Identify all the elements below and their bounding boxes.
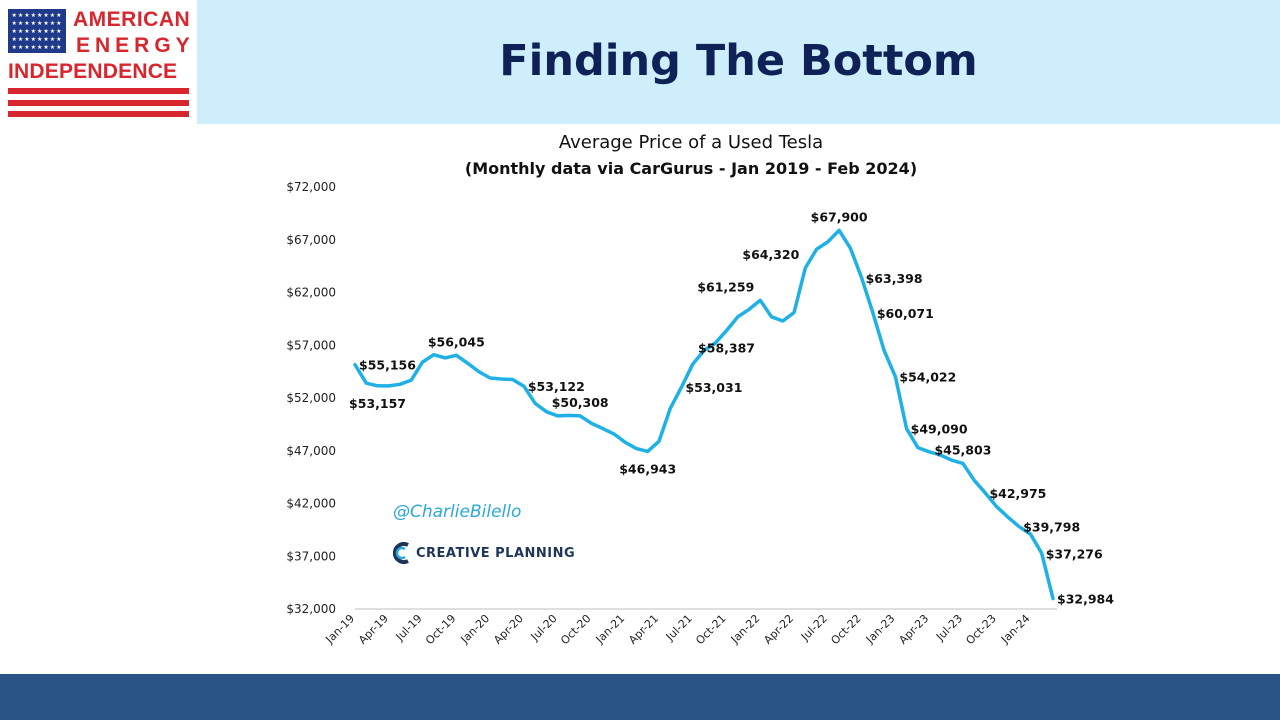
- logo-stripe: [8, 88, 189, 94]
- x-tick-label: Jan-23: [863, 612, 898, 647]
- slide-title: Finding The Bottom: [499, 36, 978, 86]
- data-label: $54,022: [899, 370, 956, 385]
- series-line: [353, 228, 1055, 601]
- data-label: $45,803: [934, 442, 991, 457]
- data-label: $53,122: [528, 379, 585, 394]
- x-tick-label: Apr-23: [896, 612, 931, 647]
- x-tick-label: Jul-22: [798, 612, 830, 644]
- header-band: [197, 0, 1280, 124]
- data-label: $56,045: [428, 334, 485, 349]
- x-tick-label: Jul-23: [933, 612, 965, 644]
- american-energy-independence-logo: ★★★★★★★★ ★★★★★★★★ ★★★★★★★★ ★★★★★★★★ ★★★★…: [0, 0, 197, 124]
- logo-word-independence: INDEPENDENCE: [8, 60, 178, 83]
- data-label: $55,156: [359, 358, 416, 373]
- data-label: $63,398: [866, 271, 923, 286]
- x-tick-label: Apr-19: [356, 612, 391, 647]
- data-label: $67,900: [811, 209, 868, 224]
- brand-name: CREATIVE PLANNING: [416, 545, 576, 561]
- data-label: $64,320: [742, 247, 799, 262]
- logo-word-energy: ENERGY: [76, 34, 195, 57]
- x-tick-label: Oct-20: [558, 612, 593, 647]
- used-tesla-price-line-chart: $32,000 $37,000 $42,000 $47,000 $52,000 $57,0…: [286, 180, 1114, 647]
- data-label: $49,090: [911, 422, 968, 437]
- y-tick-label: $42,000: [286, 497, 336, 511]
- data-label: $50,308: [552, 395, 609, 410]
- us-flag-icon: ★★★★★★★★ ★★★★★★★★ ★★★★★★★★ ★★★★★★★★ ★★★★…: [8, 9, 66, 53]
- creative-planning-logo-icon: [392, 542, 409, 564]
- y-tick-label: $62,000: [286, 286, 336, 300]
- y-tick-label: $67,000: [286, 233, 336, 247]
- x-tick-label: Apr-22: [761, 612, 796, 647]
- logo-stripe: [8, 100, 189, 106]
- logo-stripe: [8, 111, 189, 117]
- data-label: $53,031: [685, 380, 742, 395]
- data-label: $32,984: [1057, 592, 1114, 607]
- watermark-brand: CREATIVE PLANNING: [392, 542, 575, 564]
- data-label: $58,387: [698, 341, 755, 356]
- data-label: $61,259: [697, 279, 754, 294]
- x-tick-label: Jan-22: [728, 612, 763, 647]
- y-tick-label: $37,000: [286, 549, 336, 563]
- data-label: $39,798: [1023, 520, 1080, 535]
- data-label: $60,071: [877, 306, 934, 321]
- x-tick-label: Jul-20: [528, 612, 560, 644]
- x-tick-label: Jan-19: [323, 612, 358, 647]
- data-label: $42,975: [989, 486, 1046, 501]
- x-tick-label: Jan-24: [998, 612, 1033, 647]
- data-label: $46,943: [619, 461, 676, 476]
- x-tick-label: Oct-22: [828, 612, 863, 647]
- x-tick-label: Apr-20: [491, 612, 526, 647]
- x-tick-label: Apr-21: [626, 612, 661, 647]
- logo-trademark: ™: [184, 114, 189, 120]
- y-tick-label: $72,000: [286, 180, 336, 194]
- x-tick-label: Jan-20: [458, 612, 493, 647]
- x-tick-label: Jul-19: [393, 612, 425, 644]
- y-tick-label: $47,000: [286, 444, 336, 458]
- y-tick-label: $57,000: [286, 338, 336, 352]
- x-tick-label: Oct-23: [963, 612, 998, 647]
- data-label: $53,157: [349, 396, 406, 411]
- footer-band: [0, 674, 1280, 720]
- watermark-handle: @CharlieBilello: [393, 502, 522, 522]
- logo-word-american: AMERICAN: [73, 8, 191, 31]
- chart-title: Average Price of a Used Tesla: [558, 132, 824, 153]
- x-tick-label: Oct-19: [423, 612, 458, 647]
- x-tick-label: Jan-21: [593, 612, 628, 647]
- y-tick-label: $52,000: [286, 391, 336, 405]
- data-label: $37,276: [1046, 546, 1103, 561]
- y-tick-label: $32,000: [286, 602, 336, 616]
- x-tick-label: Jul-21: [663, 612, 695, 644]
- chart-subtitle: (Monthly data via CarGurus - Jan 2019 - …: [464, 159, 918, 178]
- x-tick-label: Oct-21: [693, 612, 728, 647]
